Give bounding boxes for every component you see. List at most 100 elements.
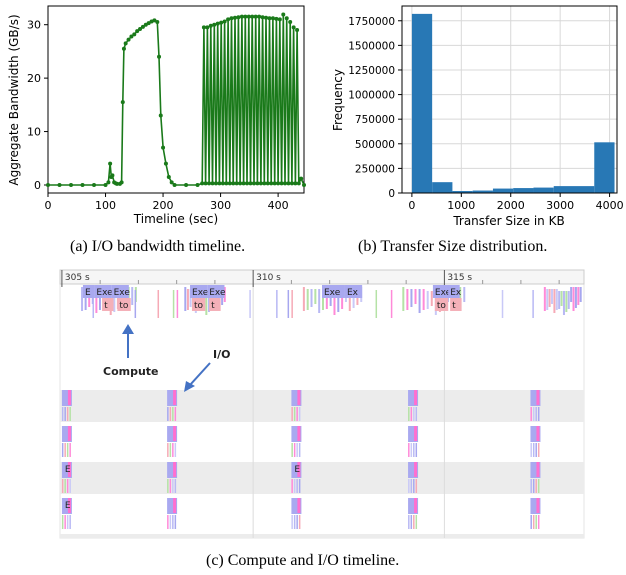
chart-b-frame <box>401 5 618 194</box>
chart-a-xtick-label: 200 <box>153 199 174 212</box>
io-event-bar <box>174 407 177 421</box>
data-point <box>293 181 298 186</box>
compute-block-label: E <box>85 288 91 298</box>
compute-block <box>191 298 206 311</box>
io-event-bar <box>92 290 95 318</box>
io-event-bar <box>291 479 293 493</box>
io-event-bar <box>535 515 537 529</box>
io-event-bar <box>410 289 413 307</box>
compute-block <box>450 298 462 311</box>
io-event-bar <box>66 479 69 493</box>
compute-slice <box>61 390 72 406</box>
data-point <box>232 15 237 20</box>
io-event-bar <box>276 290 278 318</box>
compute-slice <box>167 498 178 514</box>
row-block-label: E <box>65 465 71 475</box>
io-event-bar <box>567 291 570 309</box>
compute-block <box>344 285 363 298</box>
io-slice <box>536 426 540 441</box>
io-event-bar <box>296 479 298 493</box>
io-event-bar <box>532 479 535 493</box>
io-event-bar <box>337 291 340 312</box>
data-point <box>296 181 301 186</box>
compute-slice <box>291 390 302 406</box>
compute-block-label: Exe <box>435 288 452 298</box>
caption-a: (a) I/O bandwidth timeline. <box>70 238 246 255</box>
io-event-bar <box>530 515 532 529</box>
io-event-bar <box>532 443 535 457</box>
io-event-bar <box>348 287 351 311</box>
compute-slice <box>408 498 419 514</box>
chart-a-ytick-label: 0 <box>34 179 41 192</box>
chart-a-xtick-label: 300 <box>210 199 231 212</box>
caption-c: (c) Compute and I/O timeline. <box>206 552 400 569</box>
data-point <box>219 20 224 25</box>
data-point <box>200 181 205 186</box>
io-event-bar <box>537 443 540 457</box>
data-point <box>135 29 140 34</box>
compute-block <box>209 298 221 311</box>
compute-block-label: to <box>119 301 129 311</box>
data-point <box>267 16 272 21</box>
data-point <box>269 181 274 186</box>
compute-block-label: Exe <box>96 288 113 298</box>
compute-annotation: Compute <box>103 365 159 378</box>
io-event-bar <box>64 407 66 421</box>
chart-b-xtick-label: 4000 <box>596 199 624 212</box>
io-event-bar <box>415 515 418 529</box>
data-point <box>222 19 227 24</box>
io-event-bar <box>415 443 418 457</box>
io-event-bar <box>532 290 534 318</box>
chart-a-ylabel: Aggregate Bandwidth (GB/s) <box>7 14 21 185</box>
io-event-bar <box>69 515 71 529</box>
data-point <box>166 174 171 179</box>
data-point <box>286 181 291 186</box>
chart-b-ylabel: Frequency <box>331 69 345 131</box>
io-slice <box>297 426 301 441</box>
io-slice <box>414 426 418 441</box>
histogram-bar <box>513 188 534 193</box>
io-event-bar <box>565 291 568 312</box>
compute-block-label: Ex <box>450 288 462 298</box>
io-event-bar <box>172 479 174 493</box>
data-point <box>250 14 255 19</box>
data-point <box>229 16 234 21</box>
io-event-bar <box>293 443 296 457</box>
io-event-bar <box>310 289 313 307</box>
data-point <box>158 113 163 118</box>
row-shade <box>60 390 584 422</box>
data-point <box>264 15 269 20</box>
data-point <box>213 181 218 186</box>
io-event-bar <box>501 290 504 318</box>
data-point <box>295 28 300 33</box>
io-event-bar <box>61 515 64 529</box>
data-point <box>272 181 277 186</box>
data-point <box>239 14 244 19</box>
io-event-bar <box>408 407 410 421</box>
chart-a-xtick-label: 100 <box>95 199 116 212</box>
io-event-bar <box>174 479 177 493</box>
data-point <box>274 16 279 21</box>
data-point <box>132 32 137 37</box>
io-event-bar <box>296 443 298 457</box>
data-point <box>172 182 177 187</box>
compute-slice <box>291 462 302 478</box>
io-slice <box>414 498 418 513</box>
chart-b-ytick-label: 500000 <box>355 139 395 151</box>
io-event-bar <box>157 290 160 318</box>
io-slice <box>67 498 71 513</box>
io-event-bar <box>426 291 429 309</box>
chart-b-ytick-label: 1750000 <box>348 16 395 28</box>
data-point <box>106 180 111 185</box>
chart-b-xtick-label: 2000 <box>497 199 525 212</box>
io-event-bar <box>577 287 580 305</box>
io-event-bar <box>184 287 187 311</box>
io-slice <box>173 390 177 405</box>
io-event-bar <box>61 479 64 493</box>
data-point <box>288 20 293 25</box>
io-event-bar <box>560 291 563 306</box>
io-arrow <box>189 362 211 386</box>
compute-slice <box>408 462 419 478</box>
histogram-bar <box>472 190 493 193</box>
io-event-bar <box>169 443 172 457</box>
